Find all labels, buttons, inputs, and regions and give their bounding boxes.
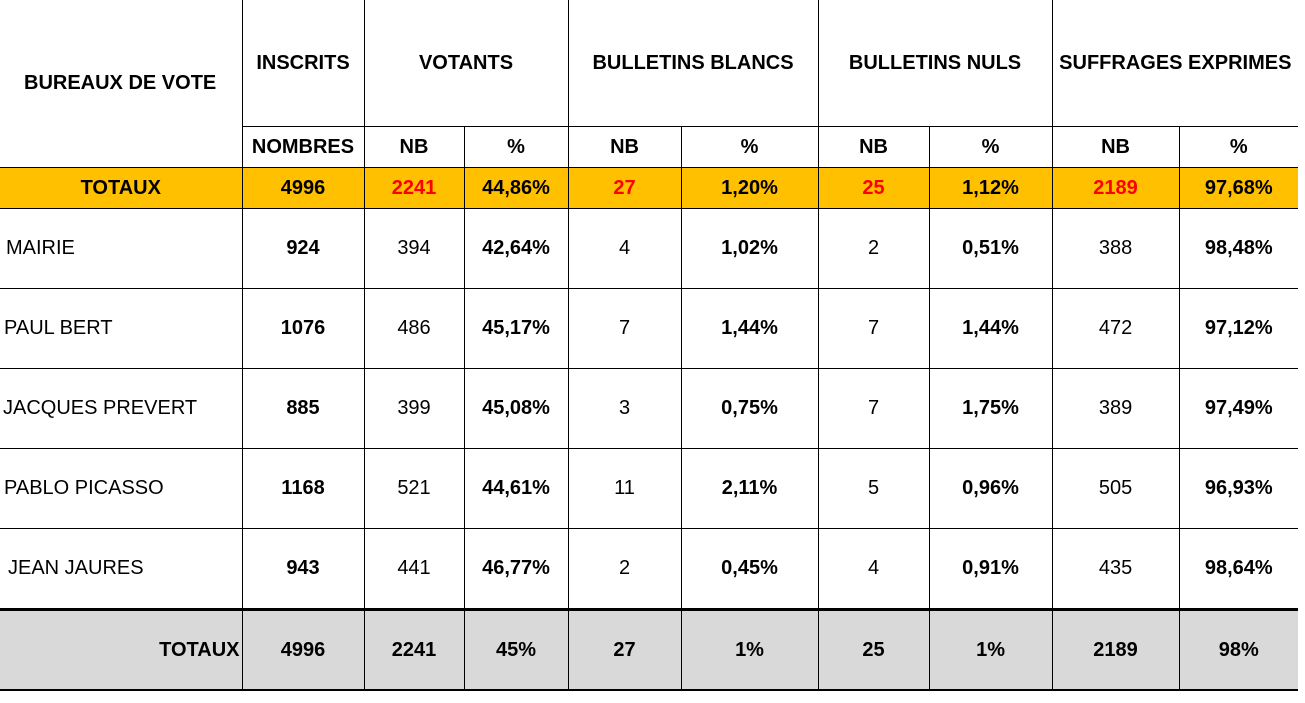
bureau-name: JACQUES PREVERT bbox=[0, 368, 243, 449]
totaux-top-exprimes-nb: 2189 bbox=[1051, 167, 1180, 209]
cell-nuls-nb: 2 bbox=[817, 208, 930, 289]
cell-blancs-nb: 11 bbox=[567, 448, 682, 529]
cell-nuls-pct: 0,51% bbox=[928, 208, 1053, 289]
subheader-exprimes-nb: NB bbox=[1051, 126, 1180, 168]
cell-nuls-nb: 5 bbox=[817, 448, 930, 529]
totaux-bottom-exprimes-pct: 98% bbox=[1178, 608, 1299, 691]
totaux-top-exprimes-pct: 97,68% bbox=[1178, 167, 1299, 209]
cell-blancs-nb: 2 bbox=[567, 528, 682, 610]
cell-votants-nb: 486 bbox=[363, 288, 465, 369]
totaux-top-nuls-pct: 1,12% bbox=[928, 167, 1053, 209]
cell-votants-pct: 44,61% bbox=[463, 448, 569, 529]
table-row: JACQUES PREVERT 885 399 45,08% 3 0,75% 7… bbox=[0, 368, 1299, 449]
header-bulletins-nuls: BULLETINS NULS bbox=[817, 0, 1053, 127]
table-row: MAIRIE 924 394 42,64% 4 1,02% 2 0,51% 38… bbox=[0, 208, 1299, 289]
cell-votants-nb: 441 bbox=[363, 528, 465, 610]
totaux-top-blancs-pct: 1,20% bbox=[680, 167, 819, 209]
totaux-bottom-label: TOTAUX bbox=[0, 608, 243, 691]
totaux-bottom-nuls-nb: 25 bbox=[817, 608, 930, 691]
subheader-exprimes-pct: % bbox=[1178, 126, 1299, 168]
totaux-bottom-row: TOTAUX 4996 2241 45% 27 1% 25 1% 2189 98… bbox=[0, 608, 1299, 691]
subheader-votants-pct: % bbox=[463, 126, 569, 168]
header-bulletins-blancs: BULLETINS BLANCS bbox=[567, 0, 819, 127]
cell-blancs-pct: 1,02% bbox=[680, 208, 819, 289]
cell-exprimes-pct: 97,12% bbox=[1178, 288, 1299, 369]
bureau-name: MAIRIE bbox=[0, 208, 243, 289]
cell-exprimes-nb: 388 bbox=[1051, 208, 1180, 289]
subheader-row: NOMBRES NB % NB % NB % NB % bbox=[0, 126, 1299, 168]
cell-nuls-pct: 0,96% bbox=[928, 448, 1053, 529]
cell-exprimes-pct: 97,49% bbox=[1178, 368, 1299, 449]
totaux-bottom-nuls-pct: 1% bbox=[928, 608, 1053, 691]
cell-blancs-pct: 2,11% bbox=[680, 448, 819, 529]
subheader-blancs-nb: NB bbox=[567, 126, 682, 168]
cell-votants-pct: 46,77% bbox=[463, 528, 569, 610]
bureau-name: PABLO PICASSO bbox=[0, 448, 243, 529]
cell-inscrits: 1168 bbox=[241, 448, 365, 529]
cell-nuls-nb: 4 bbox=[817, 528, 930, 610]
cell-votants-pct: 45,08% bbox=[463, 368, 569, 449]
cell-votants-nb: 399 bbox=[363, 368, 465, 449]
header-suffrages-exprimes: SUFFRAGES EXPRIMES bbox=[1051, 0, 1299, 127]
totaux-bottom-inscrits: 4996 bbox=[241, 608, 365, 691]
cell-nuls-pct: 1,44% bbox=[928, 288, 1053, 369]
cell-exprimes-nb: 435 bbox=[1051, 528, 1180, 610]
cell-inscrits: 924 bbox=[241, 208, 365, 289]
header-row: BUREAUX DE VOTE INSCRITS VOTANTS BULLETI… bbox=[0, 0, 1299, 168]
table-row: PAUL BERT 1076 486 45,17% 7 1,44% 7 1,44… bbox=[0, 288, 1299, 369]
table-row: PABLO PICASSO 1168 521 44,61% 11 2,11% 5… bbox=[0, 448, 1299, 529]
totaux-bottom-blancs-pct: 1% bbox=[680, 608, 819, 691]
cell-votants-pct: 42,64% bbox=[463, 208, 569, 289]
cell-votants-nb: 394 bbox=[363, 208, 465, 289]
totaux-top-label: TOTAUX bbox=[0, 167, 243, 209]
cell-nuls-nb: 7 bbox=[817, 368, 930, 449]
election-results-table: BUREAUX DE VOTE INSCRITS VOTANTS BULLETI… bbox=[0, 0, 1299, 691]
cell-inscrits: 885 bbox=[241, 368, 365, 449]
cell-blancs-pct: 0,75% bbox=[680, 368, 819, 449]
cell-nuls-pct: 1,75% bbox=[928, 368, 1053, 449]
cell-votants-pct: 45,17% bbox=[463, 288, 569, 369]
bureau-name: PAUL BERT bbox=[0, 288, 243, 369]
cell-inscrits: 1076 bbox=[241, 288, 365, 369]
totaux-top-nuls-nb: 25 bbox=[817, 167, 930, 209]
header-votants: VOTANTS bbox=[363, 0, 569, 127]
cell-blancs-nb: 3 bbox=[567, 368, 682, 449]
cell-exprimes-nb: 472 bbox=[1051, 288, 1180, 369]
totaux-bottom-blancs-nb: 27 bbox=[567, 608, 682, 691]
subheader-blancs-pct: % bbox=[680, 126, 819, 168]
header-inscrits: INSCRITS bbox=[241, 0, 365, 127]
subheader-nuls-pct: % bbox=[928, 126, 1053, 168]
header-bureaux-de-vote: BUREAUX DE VOTE bbox=[0, 0, 243, 168]
cell-exprimes-pct: 98,48% bbox=[1178, 208, 1299, 289]
cell-blancs-pct: 1,44% bbox=[680, 288, 819, 369]
totaux-bottom-exprimes-nb: 2189 bbox=[1051, 608, 1180, 691]
cell-votants-nb: 521 bbox=[363, 448, 465, 529]
totaux-top-inscrits: 4996 bbox=[241, 167, 365, 209]
subheader-nuls-nb: NB bbox=[817, 126, 930, 168]
cell-exprimes-pct: 96,93% bbox=[1178, 448, 1299, 529]
subheader-nombres: NOMBRES bbox=[241, 126, 365, 168]
cell-exprimes-pct: 98,64% bbox=[1178, 528, 1299, 610]
cell-blancs-nb: 7 bbox=[567, 288, 682, 369]
cell-exprimes-nb: 505 bbox=[1051, 448, 1180, 529]
totaux-top-blancs-nb: 27 bbox=[567, 167, 682, 209]
cell-blancs-nb: 4 bbox=[567, 208, 682, 289]
cell-nuls-pct: 0,91% bbox=[928, 528, 1053, 610]
bureau-name: JEAN JAURES bbox=[0, 528, 243, 610]
totaux-top-votants-nb: 2241 bbox=[363, 167, 465, 209]
totaux-bottom-votants-pct: 45% bbox=[463, 608, 569, 691]
cell-blancs-pct: 0,45% bbox=[680, 528, 819, 610]
cell-nuls-nb: 7 bbox=[817, 288, 930, 369]
table-row: JEAN JAURES 943 441 46,77% 2 0,45% 4 0,9… bbox=[0, 528, 1299, 610]
cell-exprimes-nb: 389 bbox=[1051, 368, 1180, 449]
subheader-votants-nb: NB bbox=[363, 126, 465, 168]
totaux-top-row: TOTAUX 4996 2241 44,86% 27 1,20% 25 1,12… bbox=[0, 167, 1299, 209]
totaux-top-votants-pct: 44,86% bbox=[463, 167, 569, 209]
cell-inscrits: 943 bbox=[241, 528, 365, 610]
totaux-bottom-votants-nb: 2241 bbox=[363, 608, 465, 691]
